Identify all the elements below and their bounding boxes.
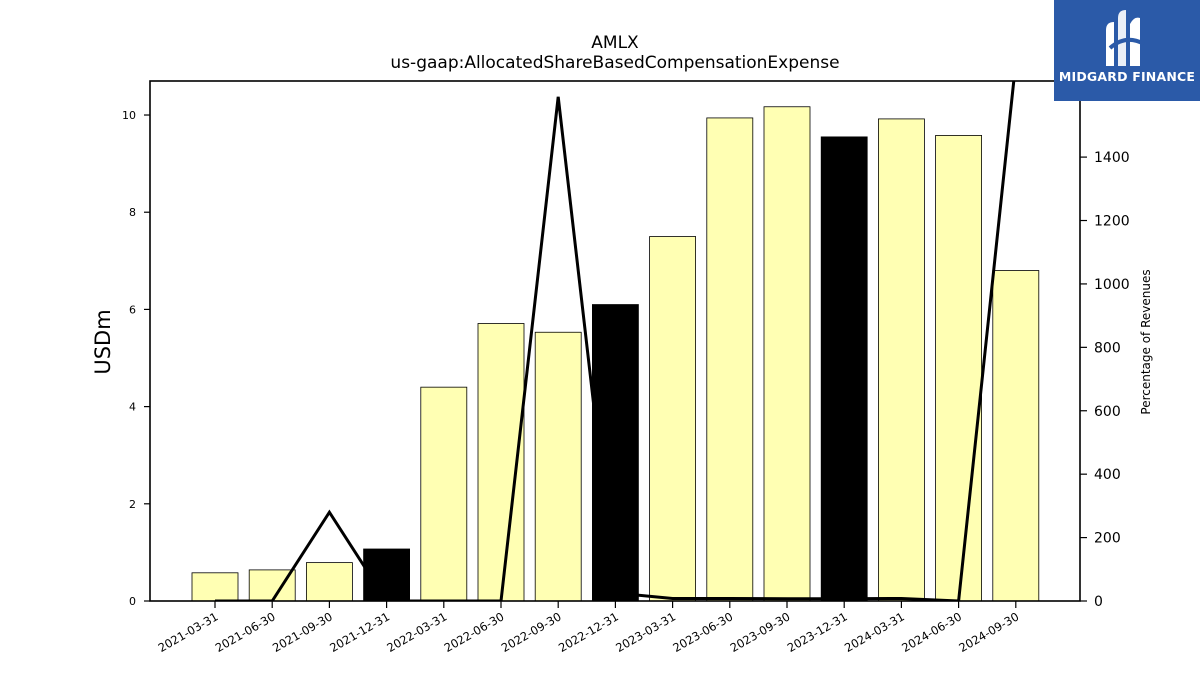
line-layer [215, 81, 1016, 601]
bar [820, 136, 868, 602]
chart-title: AMLX [591, 33, 639, 53]
x-tick-label: 2023-12-31 [785, 609, 850, 655]
y2-tick-label: 600 [1094, 404, 1121, 420]
x-tick-label: 2021-12-31 [327, 609, 392, 655]
x-tick-label: 2023-03-31 [613, 609, 678, 655]
y2-tick-label: 200 [1094, 531, 1121, 547]
x-tick-label: 2022-12-31 [556, 609, 621, 655]
x-tick-label: 2022-03-31 [384, 609, 449, 655]
y-tick-label: 6 [129, 303, 136, 316]
x-tick-label: 2023-06-30 [670, 609, 735, 655]
y2-axis-ticks: 0 200 400 600 800 1000 1200 1400 [1080, 150, 1130, 610]
x-tick-label: 2024-03-31 [842, 609, 907, 655]
bar [191, 572, 239, 602]
x-tick-label: 2023-09-30 [728, 609, 793, 655]
y-tick-label: 10 [122, 109, 136, 122]
y2-tick-label: 0 [1094, 594, 1103, 610]
bar [305, 562, 353, 602]
logo-text: MIDGARD FINANCE [1058, 69, 1196, 84]
x-tick-label: 2021-03-31 [156, 609, 221, 655]
x-tick-label: 2021-06-30 [213, 609, 278, 655]
bar [878, 118, 925, 602]
x-axis-ticks: 2021-03-312021-06-302021-09-302021-12-31… [156, 601, 1021, 655]
y2-tick-label: 1000 [1094, 277, 1130, 293]
bar [763, 106, 811, 602]
x-tick-label: 2022-06-30 [442, 609, 507, 655]
y-axis-label: USDm [91, 309, 115, 374]
y-tick-label: 2 [129, 498, 136, 511]
logo-mark-icon [1106, 10, 1145, 67]
bar [706, 117, 754, 602]
y-tick-label: 8 [129, 206, 136, 219]
bars [191, 106, 1040, 602]
x-tick-label: 2024-09-30 [956, 609, 1021, 655]
y2-axis-label: Percentage of Revenues [1139, 269, 1153, 414]
logo: MIDGARD FINANCE [1054, 0, 1200, 101]
y-axis-ticks: 0 2 4 6 8 10 [122, 109, 150, 608]
bar [649, 236, 696, 602]
chart-subtitle: us-gaap:AllocatedShareBasedCompensationE… [390, 53, 839, 73]
y2-tick-label: 1400 [1094, 150, 1130, 166]
line-series [215, 81, 1016, 601]
bar [420, 386, 468, 602]
y2-tick-label: 1200 [1094, 214, 1130, 230]
bar [992, 270, 1040, 602]
y2-tick-label: 800 [1094, 340, 1121, 356]
bar [935, 135, 982, 602]
x-tick-label: 2021-09-30 [270, 609, 335, 655]
y2-tick-label: 400 [1094, 467, 1121, 483]
x-tick-label: 2024-06-30 [899, 609, 964, 655]
x-tick-label: 2022-09-30 [499, 609, 564, 655]
y-tick-label: 0 [129, 595, 136, 608]
bar [534, 331, 582, 602]
y-tick-label: 4 [129, 401, 136, 414]
